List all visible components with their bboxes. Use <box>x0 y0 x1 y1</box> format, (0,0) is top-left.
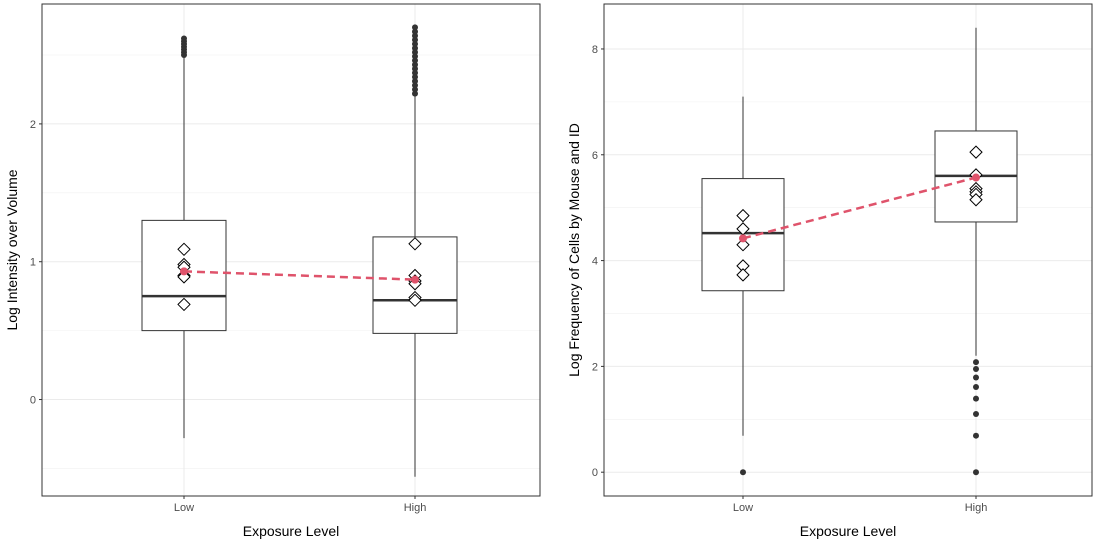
panel-border <box>603 3 1093 497</box>
left-panel: 0 1 2 Low High Exposure Level Log Intensity ov… <box>4 3 541 539</box>
outlier-point <box>412 69 418 76</box>
outlier-point <box>181 35 187 42</box>
x-axis-title: Exposure Level <box>243 523 340 539</box>
outlier-point <box>740 469 746 476</box>
outlier-point <box>973 411 979 417</box>
outlier-point <box>412 90 418 97</box>
x-axis-title: Exposure Level <box>800 523 897 539</box>
diamond-point <box>969 193 983 207</box>
outlier-point <box>973 384 979 391</box>
diamond-point <box>736 208 750 223</box>
outlier-point <box>412 86 418 93</box>
boxplot-low <box>701 96 785 476</box>
y-tick-label: 1 <box>30 257 36 269</box>
outlier-point <box>412 49 418 56</box>
diamond-point <box>408 237 422 251</box>
y-tick-label: 2 <box>592 361 598 373</box>
outlier-point <box>412 45 418 52</box>
x-tick-label: High <box>965 502 988 514</box>
outlier-point <box>412 65 418 72</box>
outlier-point <box>412 74 418 81</box>
boxplot-high <box>372 24 458 477</box>
mean-point <box>180 267 188 276</box>
y-tick-label: 0 <box>30 395 36 407</box>
outlier-point <box>412 57 418 64</box>
outlier-point <box>973 469 979 476</box>
y-tick-label: 2 <box>30 119 36 131</box>
right-panel: 0 2 4 6 8 Low High Exposure Level Log Frequency … <box>566 3 1093 539</box>
outlier-point <box>412 40 418 47</box>
diamond-point <box>177 297 191 312</box>
boxplot-low <box>141 35 227 439</box>
outlier-point <box>412 28 418 35</box>
outlier-point <box>412 24 418 31</box>
diamond-point <box>408 293 422 308</box>
mean-point <box>972 173 980 182</box>
x-tick-label: Low <box>174 502 194 514</box>
diamond-point <box>969 145 983 159</box>
diamond-point <box>736 268 750 282</box>
diamond-point <box>736 238 750 252</box>
outlier-point <box>973 366 979 373</box>
mean-point <box>739 234 747 243</box>
outlier-point <box>973 432 979 439</box>
outlier-point <box>973 359 979 366</box>
y-tick-label: 0 <box>592 467 598 479</box>
y-axis-title: Log Frequency of Cells by Mouse and ID <box>566 123 582 377</box>
outlier-point <box>973 395 979 402</box>
x-tick-label: Low <box>733 502 753 514</box>
outlier-point <box>412 36 418 43</box>
y-tick-label: 6 <box>592 150 598 162</box>
y-tick-label: 4 <box>592 256 598 268</box>
x-tick-label: High <box>404 502 427 514</box>
mean-point <box>411 275 419 284</box>
outlier-point <box>412 61 418 68</box>
mean-dashed-line <box>742 176 977 240</box>
y-tick-label: 8 <box>592 44 598 56</box>
diamond-point <box>177 242 191 257</box>
outlier-point <box>412 32 418 39</box>
outlier-point <box>412 78 418 85</box>
outlier-point <box>973 374 979 381</box>
y-axis-title: Log Intensity over Volume <box>4 169 20 330</box>
outlier-point <box>412 53 418 60</box>
panel-border <box>41 3 541 497</box>
outlier-point <box>412 82 418 89</box>
